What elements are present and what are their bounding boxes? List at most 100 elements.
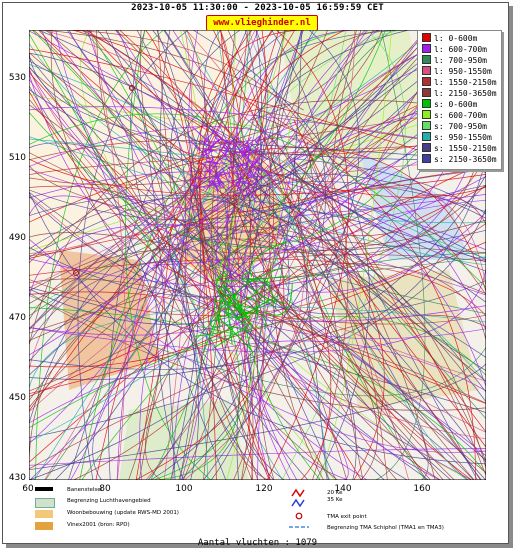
vinex-swatch [35, 522, 53, 530]
flight-track [232, 171, 239, 175]
flight-track [228, 175, 231, 178]
y-tick-label: 450 [8, 393, 26, 403]
x-tick-label: 140 [334, 484, 352, 494]
flight-track [171, 219, 486, 254]
flight-track [115, 30, 198, 152]
flight-track [97, 30, 206, 157]
flight-track [257, 30, 400, 123]
flight-track [236, 177, 243, 191]
flight-track [246, 283, 286, 304]
flight-track [245, 149, 254, 160]
flight-track [29, 158, 486, 196]
flight-track [212, 30, 386, 270]
flight-track [250, 143, 255, 147]
runway-swatch [35, 487, 53, 491]
flight-track [189, 140, 201, 152]
flight-track [155, 264, 184, 480]
flight-track [235, 176, 242, 188]
flight-track [258, 305, 486, 322]
flight-track [202, 30, 435, 220]
flight-track [29, 138, 212, 159]
flight-track [252, 167, 259, 179]
flight-track [72, 30, 476, 480]
flight-track [290, 156, 486, 476]
site-badge[interactable]: www.vlieghinder.nl [206, 15, 318, 31]
flight-track [31, 30, 252, 480]
flight-track [221, 167, 229, 182]
flight-track [318, 30, 392, 480]
flight-track [29, 246, 165, 376]
flight-track [265, 151, 486, 259]
flight-track [29, 238, 486, 453]
flight-track [213, 319, 474, 480]
flight-track [130, 30, 155, 240]
flight-track [231, 174, 245, 184]
legend-swatch [422, 44, 431, 53]
flight-track [68, 30, 240, 156]
flight-track [48, 30, 349, 480]
flight-track [227, 297, 234, 345]
flight-track [231, 161, 235, 171]
flight-track [254, 158, 261, 165]
flight-track [29, 173, 486, 258]
flight-track [29, 231, 198, 445]
flight-track [235, 306, 249, 315]
flight-track [172, 30, 267, 135]
flight-track [32, 30, 431, 480]
legend-swatch [422, 55, 431, 64]
flight-track [288, 166, 486, 294]
flight-track [268, 134, 436, 480]
flight-track [151, 169, 486, 270]
housing-swatch [35, 510, 53, 518]
flight-track [220, 162, 227, 165]
flight-track [29, 142, 486, 176]
legend-swatch [422, 121, 431, 130]
flight-track [305, 30, 444, 480]
legend-swatch [422, 110, 431, 119]
flight-track [227, 326, 252, 333]
flight-track [277, 30, 475, 480]
altitude-legend: l: 0-600m l: 600-700m l: 700-950m l: 950… [417, 30, 502, 170]
flight-track [29, 90, 218, 303]
flight-track [212, 158, 214, 162]
legend-swatch [422, 33, 431, 42]
x-tick-label: 60 [22, 484, 34, 494]
flight-track [235, 141, 245, 144]
flight-track [29, 106, 486, 151]
flight-track [159, 30, 274, 480]
flight-track [135, 225, 172, 480]
x-tick-label: 160 [413, 484, 431, 494]
flight-track [29, 306, 486, 389]
flight-track [217, 318, 253, 352]
flight-track [29, 30, 269, 161]
flight-track [29, 278, 486, 404]
flight-track [226, 287, 242, 318]
flight-track [220, 139, 228, 151]
flight-track [45, 30, 378, 480]
flight-track [167, 235, 209, 480]
flight-track [29, 140, 250, 161]
flight-track [303, 140, 388, 480]
flight-track [237, 302, 252, 329]
flight-track [29, 163, 238, 331]
flight-track [237, 165, 248, 177]
tma-exit-point [129, 85, 135, 91]
flight-track [29, 363, 486, 471]
flight-track [89, 30, 241, 480]
flight-track [207, 181, 219, 187]
tma-exit-point [73, 270, 79, 276]
flight-track [192, 184, 486, 240]
flight-track [190, 30, 429, 480]
flight-track [247, 140, 250, 151]
flight-track [29, 52, 486, 303]
x-tick-label: 80 [99, 484, 111, 494]
flight-track [29, 165, 486, 253]
flight-track [234, 315, 250, 326]
flight-track [203, 169, 210, 173]
airport-boundary-swatch [35, 498, 55, 508]
flight-track [203, 184, 215, 187]
flight-track [246, 30, 347, 325]
flight-track [212, 30, 303, 315]
flight-track [82, 30, 234, 282]
flight-track [73, 30, 275, 480]
